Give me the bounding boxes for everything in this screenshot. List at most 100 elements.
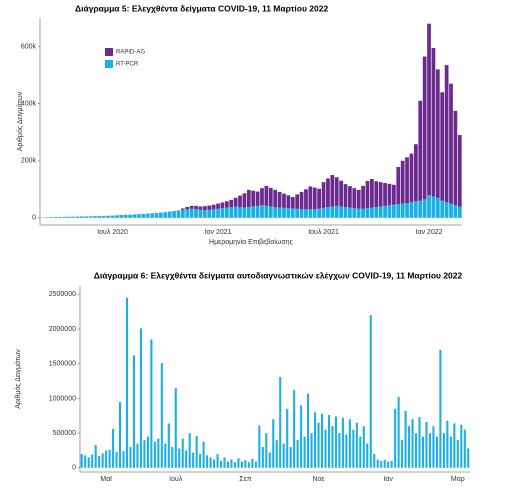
bar bbox=[414, 433, 418, 468]
y-tick-label: 0 bbox=[72, 465, 76, 472]
bar bbox=[174, 388, 177, 468]
bar bbox=[442, 433, 445, 468]
bar-segment bbox=[444, 65, 449, 203]
bar-segment bbox=[339, 206, 343, 218]
bar-segment bbox=[57, 217, 62, 218]
bar bbox=[164, 443, 167, 468]
bar-segment bbox=[418, 100, 423, 201]
bar-segment bbox=[290, 208, 295, 218]
bar-segment bbox=[290, 197, 295, 209]
bar-segment bbox=[185, 209, 190, 218]
bar-segment bbox=[268, 187, 273, 207]
bar bbox=[108, 449, 111, 468]
bar-segment bbox=[123, 214, 128, 218]
bar-segment bbox=[295, 194, 300, 209]
y-tick-label: 500000 bbox=[53, 430, 76, 437]
bar-segment bbox=[238, 207, 242, 218]
bar-segment bbox=[431, 196, 436, 218]
bar bbox=[373, 453, 376, 468]
bar bbox=[132, 355, 136, 468]
bar bbox=[390, 460, 393, 468]
bar bbox=[411, 419, 414, 468]
bar-segment bbox=[387, 205, 392, 218]
bar bbox=[185, 450, 188, 468]
bar-segment bbox=[154, 213, 159, 218]
bar-segment bbox=[418, 200, 423, 218]
bar-segment bbox=[431, 47, 436, 197]
bar bbox=[320, 413, 324, 468]
legend-swatch bbox=[105, 60, 113, 68]
bar bbox=[341, 417, 344, 468]
x-axis-label: Ημερομηνία Επιβεβαίωσης bbox=[209, 238, 294, 246]
bar-segment bbox=[233, 197, 238, 207]
bar-segment bbox=[308, 209, 313, 218]
bar-segment bbox=[304, 189, 308, 210]
bar-segment bbox=[176, 210, 181, 218]
bar bbox=[91, 454, 94, 468]
bar-segment bbox=[97, 216, 102, 218]
bar-segment bbox=[370, 179, 374, 208]
bar bbox=[446, 420, 449, 468]
bar-segment bbox=[93, 216, 97, 218]
bar bbox=[181, 438, 184, 468]
bar-segment bbox=[361, 208, 365, 218]
bar bbox=[251, 458, 254, 468]
bar-segment bbox=[260, 188, 264, 206]
bar bbox=[286, 408, 289, 468]
x-tick-label: Ιαν 2021 bbox=[205, 229, 232, 236]
bar-segment bbox=[299, 191, 304, 210]
bar-segment bbox=[163, 212, 168, 218]
bar bbox=[317, 422, 320, 468]
bar bbox=[178, 448, 181, 468]
bar-segment bbox=[189, 208, 194, 218]
bar-segment bbox=[286, 195, 291, 209]
bar-segment bbox=[444, 202, 449, 218]
bar-segment bbox=[211, 204, 216, 210]
bar bbox=[300, 405, 303, 468]
bar bbox=[153, 441, 156, 468]
bar-segment bbox=[273, 207, 278, 218]
bar bbox=[345, 434, 348, 468]
bar-segment bbox=[255, 191, 260, 206]
bar bbox=[439, 349, 442, 468]
bar bbox=[143, 440, 146, 468]
bar-segment bbox=[277, 191, 282, 208]
bar-segment bbox=[365, 208, 370, 218]
bar-segment bbox=[224, 201, 229, 208]
bar-segment bbox=[207, 205, 212, 210]
bar bbox=[160, 363, 163, 468]
bar-segment bbox=[396, 167, 401, 205]
bar bbox=[226, 461, 230, 468]
bar-segment bbox=[194, 205, 198, 210]
bar bbox=[376, 459, 379, 468]
bar bbox=[401, 440, 404, 468]
bar-segment bbox=[449, 83, 453, 204]
bar bbox=[167, 423, 170, 468]
bar bbox=[467, 448, 470, 468]
x-tick-label: Μαρ bbox=[451, 476, 465, 483]
bar-segment bbox=[185, 207, 190, 210]
bar bbox=[98, 456, 101, 468]
bar bbox=[254, 461, 257, 468]
bar bbox=[338, 433, 341, 468]
bar-segment bbox=[339, 180, 343, 207]
y-axis-label: Αριθμός Δειγμάτων bbox=[14, 349, 22, 409]
bar bbox=[223, 457, 226, 468]
bar-segment bbox=[79, 216, 84, 218]
bar-segment bbox=[334, 177, 339, 206]
x-tick-label: Μαϊ bbox=[100, 476, 112, 483]
bar bbox=[219, 460, 223, 468]
bar bbox=[136, 443, 139, 468]
bar bbox=[408, 426, 411, 468]
bar-segment bbox=[282, 193, 286, 208]
bar bbox=[247, 462, 250, 468]
bar-segment bbox=[167, 211, 172, 218]
bar-segment bbox=[115, 215, 119, 218]
bar bbox=[456, 440, 459, 468]
bar bbox=[327, 415, 331, 468]
x-tick-label: Ιαν bbox=[383, 476, 393, 483]
bar-segment bbox=[427, 23, 431, 196]
bar-segment bbox=[246, 189, 251, 208]
bar-segment bbox=[66, 216, 71, 218]
bar-segment bbox=[194, 209, 198, 218]
